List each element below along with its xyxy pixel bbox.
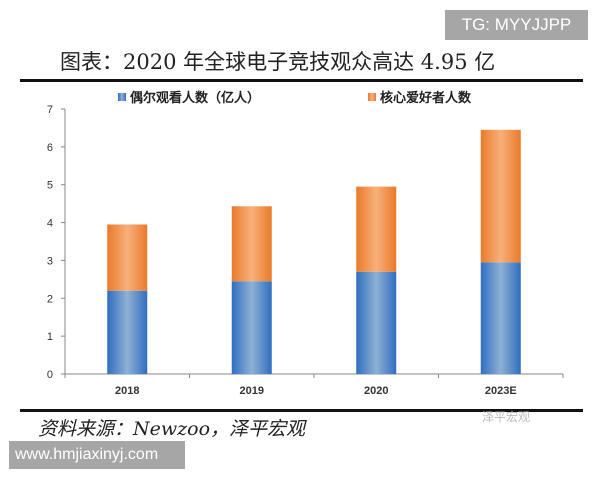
y-tick-label: 7 [47, 104, 53, 116]
bar-core-2023E [480, 129, 521, 263]
x-tick-label: 2023E [485, 385, 517, 397]
legend-label: 核心爱好者人数 [380, 90, 472, 106]
x-tick-label: 2018 [115, 385, 139, 397]
bar-casual-2018 [107, 290, 148, 374]
url-watermark: www.hmjiaxinyj.com [9, 441, 185, 469]
bar-casual-2020 [356, 271, 397, 374]
bar-casual-2023E [480, 262, 521, 374]
source-note: 资料来源：Newzoo，泽平宏观 [38, 418, 306, 440]
bar-casual-2019 [231, 281, 272, 374]
tg-badge: TG: MYYJJPP [445, 10, 588, 40]
y-tick-label: 5 [47, 180, 53, 192]
top-rule [20, 79, 583, 82]
y-tick-label: 4 [47, 218, 53, 230]
legend-swatch [368, 93, 376, 101]
y-tick-label: 3 [47, 255, 53, 267]
bar-core-2019 [231, 206, 272, 282]
y-tick-label: 0 [47, 369, 53, 381]
brand-watermark: 泽平宏观 [482, 410, 531, 424]
bar-core-2020 [356, 186, 397, 272]
bottom-rule [20, 409, 583, 412]
y-tick-label: 6 [47, 142, 53, 154]
bar-core-2018 [107, 224, 148, 291]
y-tick-label: 2 [47, 293, 53, 305]
legend-label: 偶尔观看人数（亿人） [130, 90, 260, 106]
chart-title: 图表：2020 年全球电子竞技观众高达 4.95 亿 [60, 50, 496, 74]
x-tick-label: 2019 [240, 385, 264, 397]
x-tick-label: 2020 [364, 385, 388, 397]
legend-swatch [118, 93, 126, 101]
y-tick-label: 1 [47, 331, 53, 343]
